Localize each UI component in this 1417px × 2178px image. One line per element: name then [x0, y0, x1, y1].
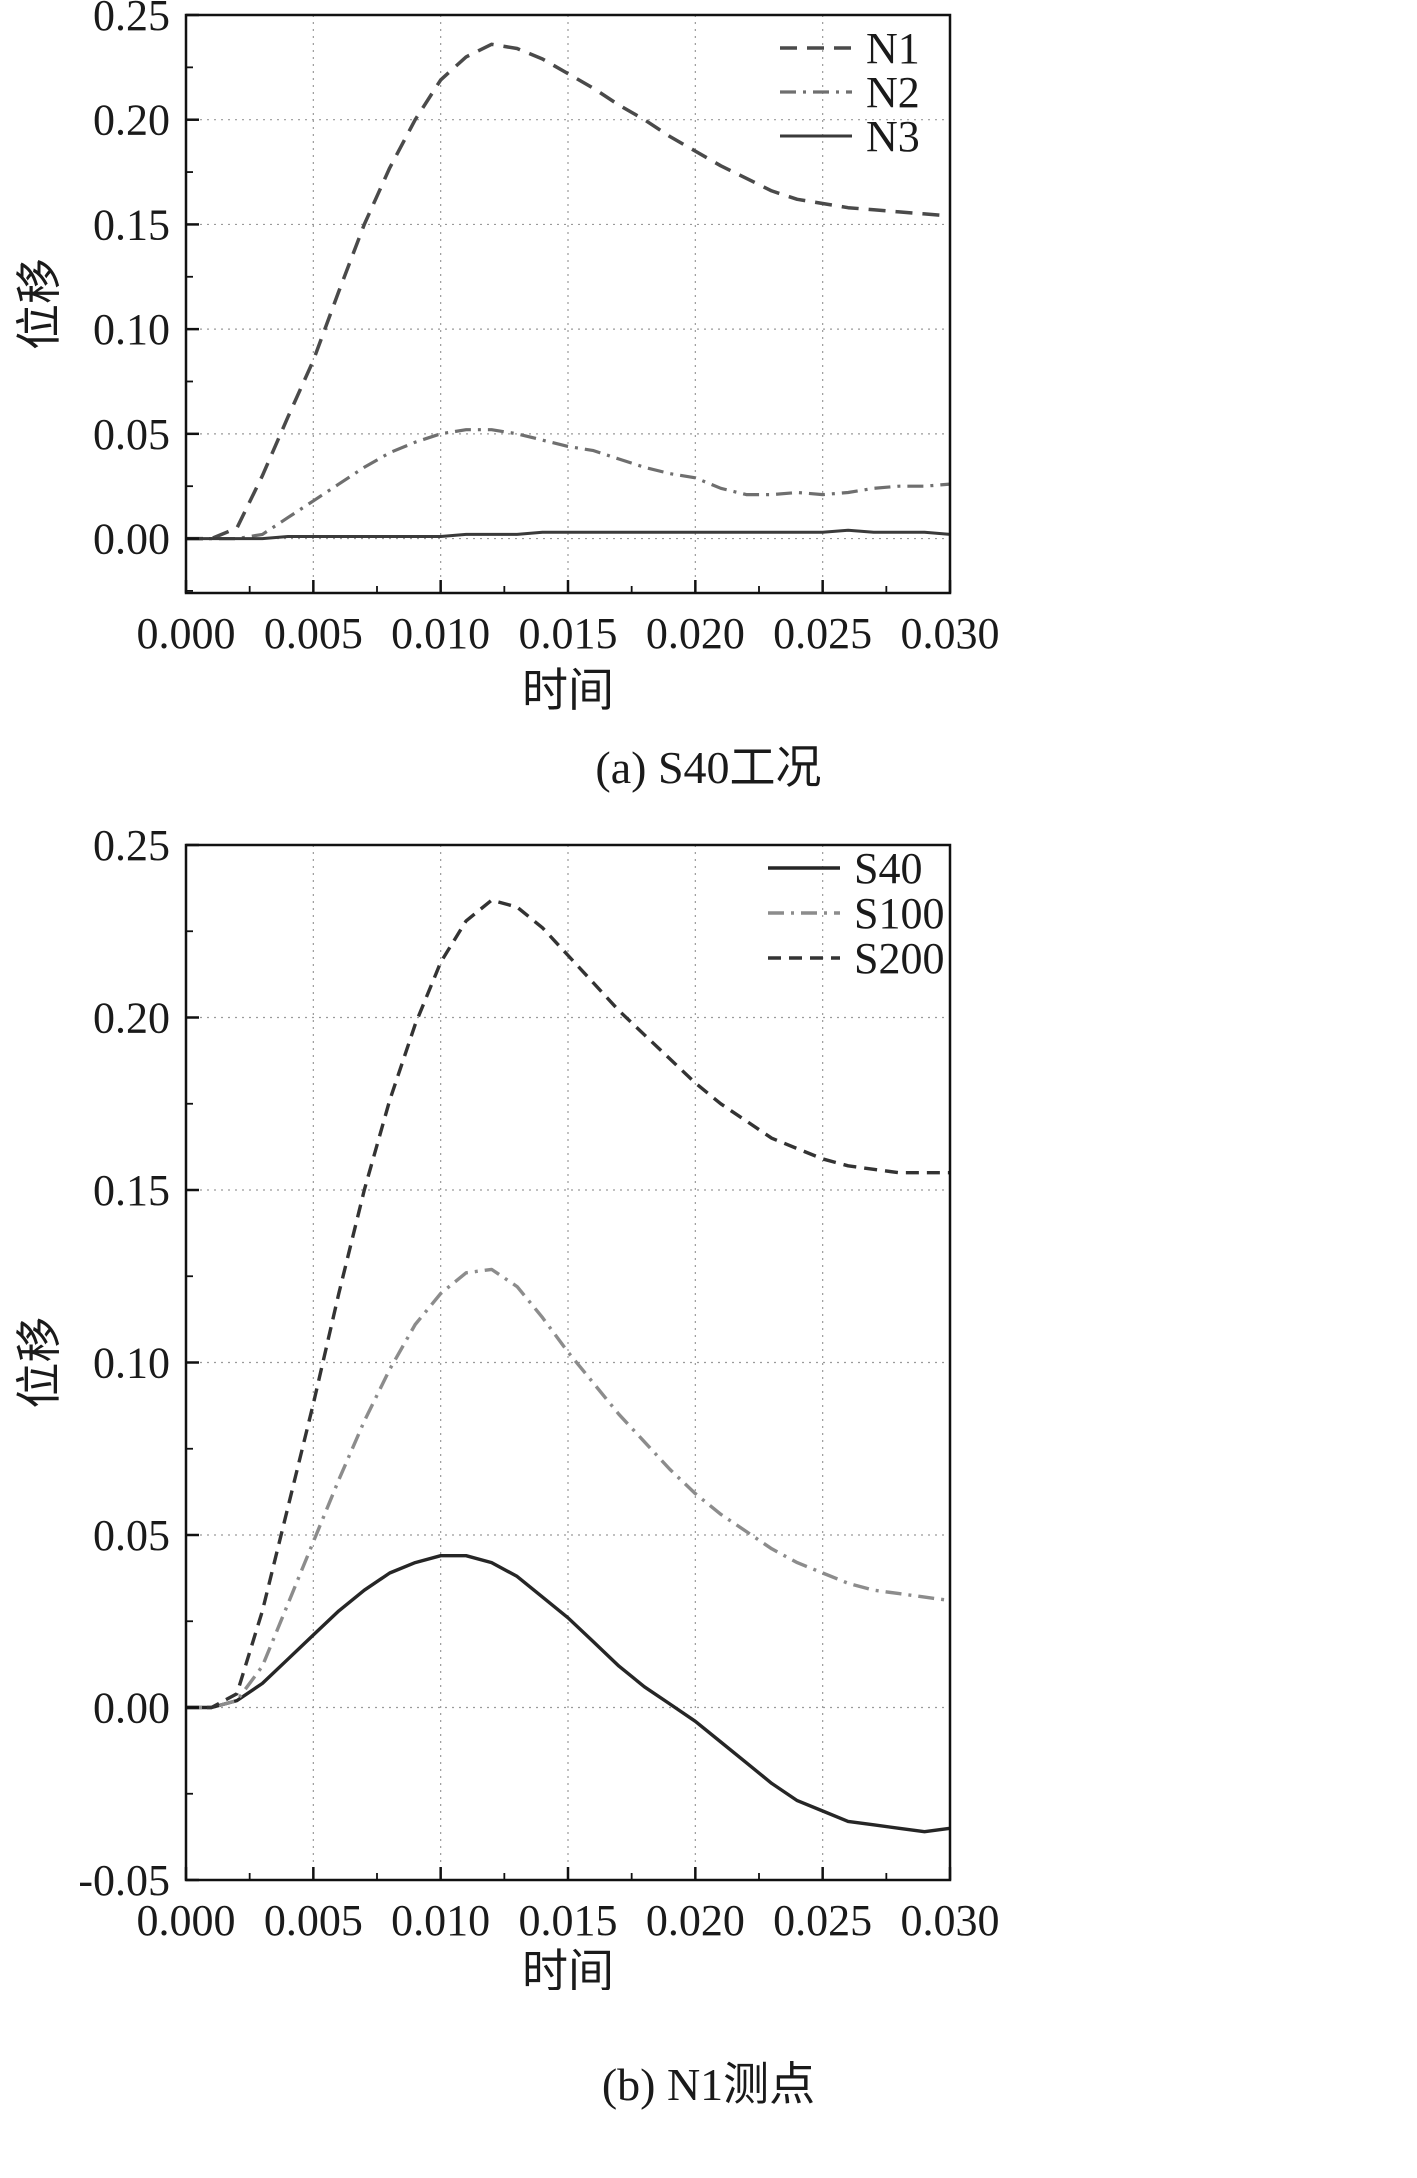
y-tick-label: 0.20: [93, 994, 170, 1043]
x-tick-label: 0.025: [773, 609, 872, 658]
series-N3: [186, 528, 951, 541]
chart-a-caption: (a) S40工况: [595, 742, 822, 793]
x-tick-label: 0.005: [264, 1896, 363, 1945]
y-tick-label: 0.00: [93, 1684, 170, 1733]
figure-b: -0.05 0.00 0.05 0.10 0.15 0.20 0.25 0.000 0.005 0…: [0, 800, 1417, 2154]
tick-labels: -0.05 0.00 0.05 0.10 0.15 0.20 0.25 0.000 0.005 0…: [78, 821, 999, 1945]
series-N2: [186, 428, 951, 541]
y-tick-label: 0.10: [93, 305, 170, 354]
axis-ticks: [184, 13, 952, 593]
figure-a: 0.00 0.05 0.10 0.15 0.20 0.25 0.000 0.005 0.010 0…: [0, 0, 1417, 800]
series-lines: [186, 42, 951, 541]
x-tick-label: 0.015: [519, 609, 618, 658]
legend-label-N3: N3: [866, 112, 920, 161]
tick-labels: 0.00 0.05 0.10 0.15 0.20 0.25 0.000 0.005 0.010 0…: [93, 0, 1000, 658]
x-tick-label: 0.010: [391, 609, 490, 658]
x-tick-label: 0.000: [137, 609, 236, 658]
x-tick-label: 0.020: [646, 609, 745, 658]
legend-label-N2: N2: [866, 68, 920, 117]
series-N1: [186, 42, 951, 541]
series-S40: [186, 1554, 951, 1834]
y-tick-label: 0.15: [93, 1166, 170, 1215]
x-tick-label: 0.025: [773, 1896, 872, 1945]
y-tick-label: 0.05: [93, 1511, 170, 1560]
y-tick-label: 0.20: [93, 96, 170, 145]
chart-b-plot: -0.05 0.00 0.05 0.10 0.15 0.20 0.25 0.000 0.005 0…: [14, 821, 1000, 1990]
x-tick-label: 0.030: [901, 609, 1000, 658]
y-tick-label: 0.05: [93, 410, 170, 459]
axis-ticks: [184, 843, 952, 1882]
series-lines: [186, 898, 951, 1834]
y-tick-label: 0.25: [93, 821, 170, 870]
legend-label-S40: S40: [854, 844, 922, 893]
gridlines: [186, 845, 950, 1880]
y-tick-label: 0.00: [93, 515, 170, 564]
y-tick-label: 0.10: [93, 1339, 170, 1388]
x-tick-label: 0.000: [137, 1896, 236, 1945]
legend-label-N1: N1: [866, 24, 920, 73]
x-tick-label: 0.015: [519, 1896, 618, 1945]
y-axis-title: 位移: [14, 1317, 65, 1409]
x-tick-label: 0.005: [264, 609, 363, 658]
gridlines: [186, 15, 950, 593]
y-tick-label: 0.25: [93, 0, 170, 40]
x-tick-label: 0.010: [391, 1896, 490, 1945]
chart-b-caption: (b) N1测点: [601, 2059, 816, 2110]
x-tick-label: 0.030: [901, 1896, 1000, 1945]
y-tick-label: -0.05: [78, 1856, 170, 1905]
x-axis-title: 时间: [522, 1946, 614, 1990]
legend-label-S100: S100: [854, 889, 944, 938]
x-tick-label: 0.020: [646, 1896, 745, 1945]
y-axis-title: 位移: [14, 258, 65, 350]
series-S200: [186, 898, 950, 1710]
legend-label-S200: S200: [854, 934, 944, 983]
y-tick-label: 0.15: [93, 200, 170, 249]
chart-a-plot: 0.00 0.05 0.10 0.15 0.20 0.25 0.000 0.005 0.010 0…: [14, 0, 1000, 715]
x-axis-title: 时间: [522, 665, 614, 715]
series-S100: [186, 1267, 951, 1710]
